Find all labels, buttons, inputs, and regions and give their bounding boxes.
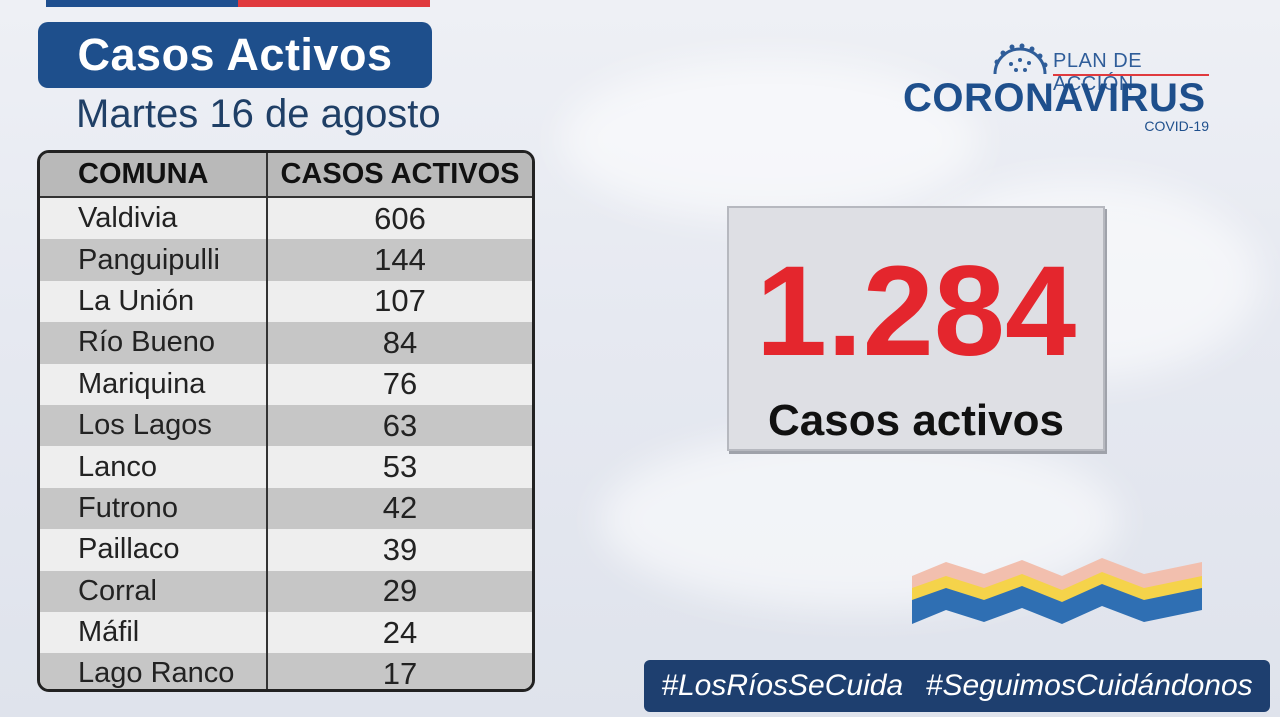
casos-cell: 76	[266, 363, 532, 405]
cases-table: COMUNA CASOS ACTIVOS Valdivia 606 Panguipu…	[37, 150, 535, 692]
table-row: Valdivia 606	[40, 198, 532, 240]
comuna-cell: Futrono	[78, 491, 178, 524]
table-body: Valdivia 606 Panguipulli 144 La Unión 107 Río …	[40, 198, 532, 690]
comuna-cell: Río Bueno	[78, 326, 216, 359]
logo-main-text: CORONAVIRUS	[903, 76, 1206, 120]
comuna-cell: Lago Ranco	[78, 657, 235, 690]
virus-icon	[993, 43, 1048, 75]
table-row: Paillaco 39	[40, 529, 532, 571]
table-row: Futrono 42	[40, 487, 532, 530]
date-subtitle: Martes 16 de agosto	[76, 92, 441, 136]
logo-sub-text: COVID-19	[1144, 118, 1209, 134]
casos-cell: 39	[266, 529, 532, 571]
comuna-cell: Máfil	[78, 616, 140, 649]
comuna-cell: La Unión	[78, 284, 195, 317]
casos-cell: 24	[266, 611, 532, 654]
page-title-text: Casos Activos	[77, 29, 393, 80]
casos-cell: 42	[266, 487, 532, 530]
casos-cell: 17	[266, 653, 532, 689]
table-row: Lanco 53	[40, 446, 532, 488]
casos-cell: 53	[266, 446, 532, 488]
total-cases-number: 1.284	[755, 240, 1077, 383]
casos-cell: 606	[266, 198, 532, 240]
table-row: Máfil 24	[40, 611, 532, 654]
logo-plan-text: PLAN DE ACCIÓN	[1053, 50, 1143, 95]
header-casos-activos: CASOS ACTIVOS	[266, 153, 532, 196]
header-comuna: COMUNA	[78, 158, 209, 190]
casos-cell: 144	[266, 239, 532, 281]
table-row: Lago Ranco 17	[40, 653, 532, 690]
casos-cell: 29	[266, 570, 532, 612]
comuna-cell: Corral	[78, 574, 157, 607]
wave-decoration	[912, 558, 1202, 624]
top-accent-bar	[46, 0, 430, 7]
casos-cell: 63	[266, 404, 532, 447]
table-row: Panguipulli 144	[40, 239, 532, 281]
page-title: Casos Activos	[38, 22, 432, 88]
table-row: Corral 29	[40, 570, 532, 612]
casos-cell: 84	[266, 322, 532, 364]
hashtag-seguimos: #SeguimosCuidándonos	[925, 669, 1253, 702]
comuna-cell: Valdivia	[78, 202, 178, 235]
comuna-cell: Paillaco	[78, 533, 180, 566]
comuna-cell: Panguipulli	[78, 243, 220, 276]
casos-cell: 107	[266, 280, 532, 323]
table-row: Los Lagos 63	[40, 404, 532, 447]
table-row: La Unión 107	[40, 280, 532, 323]
table-row: Río Bueno 84	[40, 322, 532, 364]
hashtags-banner: #LosRíosSeCuida #SeguimosCuidándonos	[644, 660, 1270, 712]
coronavirus-logo: PLAN DE ACCIÓN CORONAVIRUS COVID-19	[903, 40, 1209, 135]
table-header: COMUNA CASOS ACTIVOS	[40, 153, 532, 198]
comuna-cell: Los Lagos	[78, 409, 212, 442]
hashtag-los-rios: #LosRíosSeCuida	[661, 669, 904, 702]
total-cases-card: 1.284 Casos activos	[727, 206, 1105, 451]
total-cases-label: Casos activos	[768, 396, 1064, 445]
comuna-cell: Mariquina	[78, 367, 206, 400]
table-row: Mariquina 76	[40, 363, 532, 405]
comuna-cell: Lanco	[78, 450, 158, 483]
